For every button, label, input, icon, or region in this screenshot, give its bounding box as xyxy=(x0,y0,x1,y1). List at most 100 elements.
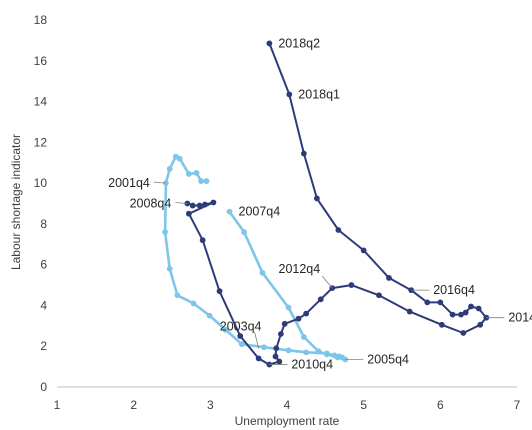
data-point xyxy=(202,201,208,208)
data-point xyxy=(386,275,392,281)
data-point xyxy=(477,321,484,328)
annotation-label: 2014q4 xyxy=(508,311,532,325)
data-point xyxy=(438,321,445,328)
data-point xyxy=(300,334,307,340)
x-tick-label: 2 xyxy=(130,398,137,412)
data-point xyxy=(203,178,210,184)
series-2 xyxy=(184,40,490,368)
y-tick-label: 14 xyxy=(34,95,48,109)
y-tick-label: 12 xyxy=(34,135,48,149)
y-tick-label: 6 xyxy=(40,258,47,272)
y-tick-label: 2 xyxy=(40,339,47,353)
data-point xyxy=(300,150,307,157)
annotation-label: 2007q4 xyxy=(239,205,281,219)
data-point xyxy=(185,210,192,217)
data-point xyxy=(198,178,205,184)
data-point xyxy=(193,170,200,176)
annotation-2018q2: 2018q2 xyxy=(278,36,320,50)
data-point xyxy=(210,199,217,206)
series-layer xyxy=(162,40,490,368)
data-point xyxy=(314,195,320,202)
data-point xyxy=(334,354,341,361)
data-point xyxy=(449,311,456,318)
data-point xyxy=(185,171,192,177)
annotation-2008q4: 2008q4 xyxy=(130,197,188,211)
annotation-label: 2008q4 xyxy=(130,197,172,211)
data-point xyxy=(295,315,302,322)
annotation-2003q4: 2003q4 xyxy=(220,319,262,349)
annotation-2007q4: 2007q4 xyxy=(239,205,281,219)
annotation-leader xyxy=(153,181,166,184)
x-tick-label: 5 xyxy=(360,398,367,412)
annotation-label: 2018q1 xyxy=(298,87,340,101)
series-1 xyxy=(162,153,349,363)
data-point xyxy=(303,310,310,317)
data-point xyxy=(206,312,213,319)
data-point xyxy=(266,40,273,47)
data-point xyxy=(286,91,293,98)
data-point xyxy=(261,344,267,351)
data-point xyxy=(166,165,173,172)
y-tick-label: 0 xyxy=(40,380,47,394)
data-point xyxy=(335,227,342,233)
series-line xyxy=(186,42,488,366)
data-point xyxy=(406,308,413,315)
data-point xyxy=(285,347,292,354)
data-point xyxy=(226,208,233,215)
data-point xyxy=(460,330,467,336)
data-point xyxy=(276,358,283,365)
data-point xyxy=(285,304,292,311)
annotation-2018q1: 2018q1 xyxy=(298,87,340,101)
annotation-leader xyxy=(254,332,260,349)
data-point xyxy=(462,309,469,316)
data-point xyxy=(222,327,229,333)
annotation-label: 2010q4 xyxy=(291,358,333,372)
data-point xyxy=(259,269,266,276)
annotation-leader xyxy=(321,275,333,289)
data-point xyxy=(196,202,203,209)
data-point xyxy=(174,292,181,299)
x-tick-label: 1 xyxy=(54,398,61,412)
data-point xyxy=(172,153,179,160)
annotation-2014q4: 2014q4 xyxy=(486,311,532,325)
annotation-2012q4: 2012q4 xyxy=(279,262,333,289)
data-point xyxy=(189,202,196,209)
data-point xyxy=(255,355,262,362)
x-axis-title: Unemployment rate xyxy=(235,414,340,428)
data-point xyxy=(184,200,191,207)
data-point xyxy=(317,296,324,303)
annotation-label: 2016q4 xyxy=(433,283,475,297)
y-tick-label: 8 xyxy=(40,217,47,231)
data-point xyxy=(166,265,173,272)
annotation-label: 2005q4 xyxy=(367,352,409,366)
data-point xyxy=(376,292,382,299)
y-tick-label: 16 xyxy=(34,54,48,68)
annotation-label: 2001q4 xyxy=(108,176,150,190)
data-point xyxy=(468,303,474,310)
annotation-2016q4: 2016q4 xyxy=(411,283,475,297)
data-point xyxy=(323,351,330,358)
data-point xyxy=(241,229,247,235)
data-point xyxy=(281,320,288,327)
x-tick-label: 3 xyxy=(207,398,214,412)
data-point xyxy=(273,345,280,352)
data-point xyxy=(199,237,206,244)
annotation-label: 2012q4 xyxy=(279,262,321,276)
data-point xyxy=(437,299,444,306)
data-point xyxy=(190,300,197,307)
data-point xyxy=(424,299,431,306)
y-tick-label: 4 xyxy=(40,298,47,312)
x-tick-label: 4 xyxy=(284,398,291,412)
annotation-layer: 2018q2 2018q1 2001q4 2008q4 2007q4 2016q4 2012… xyxy=(108,36,532,371)
data-point xyxy=(216,288,223,295)
data-point xyxy=(162,229,169,235)
data-point xyxy=(360,247,367,254)
data-point xyxy=(475,305,482,312)
data-point xyxy=(272,353,279,360)
annotation-label: 2018q2 xyxy=(278,36,320,50)
x-tick-label: 6 xyxy=(437,398,444,412)
x-tick-label: 7 xyxy=(514,398,521,412)
data-point xyxy=(315,348,322,355)
y-tick-label: 18 xyxy=(34,13,48,27)
